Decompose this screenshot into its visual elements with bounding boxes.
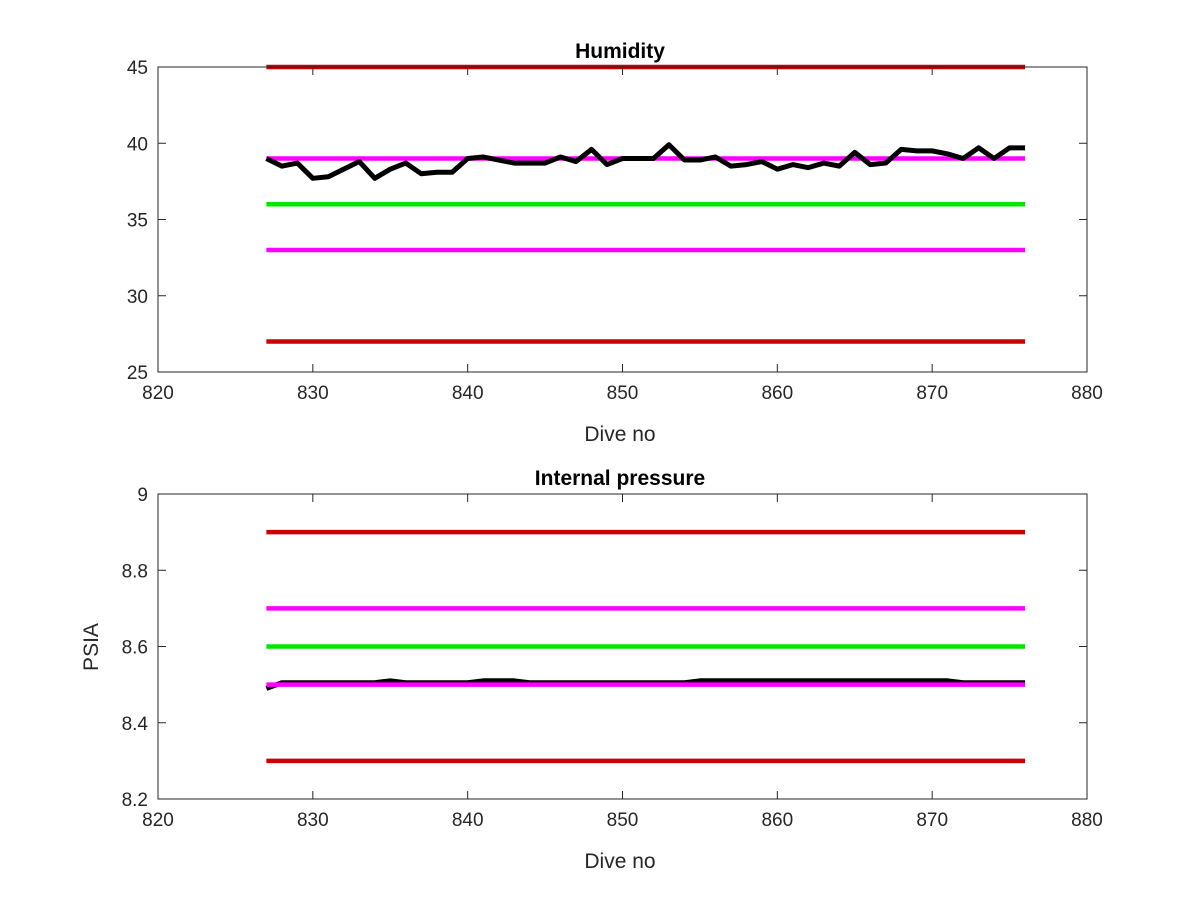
humidity-title: Humidity bbox=[575, 40, 665, 63]
pressure-ytick-label: 8.8 bbox=[122, 561, 148, 582]
pressure-series-layer bbox=[265, 529, 1026, 764]
pressure-subplot: Internal pressure Dive no PSIA 820 830 840… bbox=[80, 467, 1103, 873]
pressure-xtick-label: 850 bbox=[607, 810, 639, 831]
pressure-xtick-label: 880 bbox=[1071, 810, 1103, 831]
humidity-xtick-label: 820 bbox=[142, 383, 174, 404]
humidity-xtick-label: 850 bbox=[607, 383, 639, 404]
pressure-ylabel: PSIA bbox=[80, 623, 103, 671]
pressure-ytick-label: 9 bbox=[137, 485, 148, 506]
pressure-xtick-label: 870 bbox=[916, 810, 948, 831]
humidity-xlabel: Dive no bbox=[584, 423, 655, 446]
pressure-xtick-label: 830 bbox=[297, 810, 329, 831]
pressure-ytick-label: 8.4 bbox=[122, 714, 149, 735]
humidity-subplot: Humidity Dive no 820 830 840 850 860 870 880 25… bbox=[127, 40, 1103, 446]
pressure-xtick-label: 860 bbox=[761, 810, 793, 831]
humidity-xtick-label: 860 bbox=[761, 383, 793, 404]
pressure-ytick-label: 8.6 bbox=[122, 638, 148, 659]
pressure-xtick-label: 840 bbox=[452, 810, 484, 831]
humidity-xtick-label: 870 bbox=[916, 383, 948, 404]
pressure-ytick-label: 8.2 bbox=[122, 790, 148, 811]
humidity-ytick-label: 45 bbox=[127, 58, 148, 79]
humidity-black-line-5 bbox=[265, 142, 1026, 181]
humidity-ytick-label: 30 bbox=[127, 287, 148, 308]
pressure-xtick-label: 820 bbox=[142, 810, 174, 831]
humidity-ytick-label: 35 bbox=[127, 211, 148, 232]
pressure-title: Internal pressure bbox=[535, 467, 705, 490]
humidity-xtick-label: 840 bbox=[452, 383, 484, 404]
pressure-tick-layer: 820 830 840 850 860 870 880 8.2 8.4 8.6 8.8 9 bbox=[122, 485, 1103, 831]
humidity-ytick-label: 40 bbox=[127, 134, 148, 155]
humidity-xtick-label: 830 bbox=[297, 383, 329, 404]
humidity-xtick-label: 880 bbox=[1071, 383, 1103, 404]
humidity-tick-layer: 820 830 840 850 860 870 880 25 30 35 40 45 bbox=[127, 58, 1103, 404]
humidity-ytick-label: 25 bbox=[127, 363, 148, 384]
pressure-xlabel: Dive no bbox=[584, 850, 655, 873]
